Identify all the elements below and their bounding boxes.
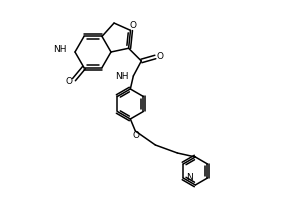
Text: O: O xyxy=(65,77,73,86)
Text: NH: NH xyxy=(115,72,128,81)
Text: O: O xyxy=(157,52,164,61)
Text: O: O xyxy=(133,131,140,140)
Text: O: O xyxy=(130,21,137,30)
Text: N: N xyxy=(186,173,193,182)
Text: NH: NH xyxy=(53,46,67,54)
